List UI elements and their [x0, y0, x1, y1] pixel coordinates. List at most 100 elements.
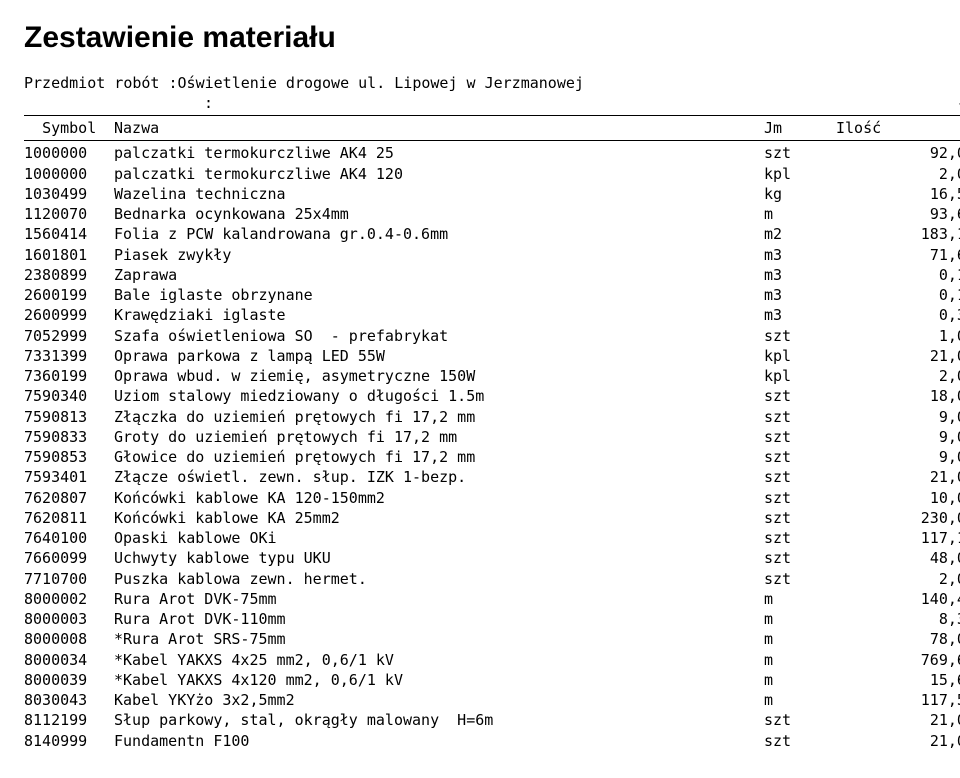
cell-name: Fundamentn F100: [114, 731, 764, 751]
cell-jm: szt: [764, 710, 854, 730]
cell-symbol: 7620811: [24, 508, 114, 528]
cell-jm: szt: [764, 427, 854, 447]
cell-qty: 9,000: [854, 407, 960, 427]
page-title: Zestawienie materiału: [24, 18, 960, 59]
cell-jm: szt: [764, 508, 854, 528]
cell-qty: 48,000: [854, 548, 960, 568]
cell-name: Puszka kablowa zewn. hermet.: [114, 569, 764, 589]
cell-jm: m2: [764, 224, 854, 244]
cell-qty: 71,680: [854, 245, 960, 265]
table-row: 1000000palczatki termokurczliwe AK4 120k…: [24, 164, 960, 184]
cell-symbol: 7620807: [24, 488, 114, 508]
table-row: 8000034*Kabel YAKXS 4x25 mm2, 0,6/1 kVm7…: [24, 650, 960, 670]
table-row: 1601801Piasek zwykłym371,680: [24, 245, 960, 265]
table-row: 7590340Uziom stalowy miedziowany o długo…: [24, 386, 960, 406]
table-row: 7660099Uchwyty kablowe typu UKUszt48,000: [24, 548, 960, 568]
cell-symbol: 7710700: [24, 569, 114, 589]
cell-jm: szt: [764, 143, 854, 163]
cell-name: Rura Arot DVK-110mm: [114, 609, 764, 629]
cell-symbol: 1120070: [24, 204, 114, 224]
cell-qty: 183,120: [854, 224, 960, 244]
cell-symbol: 7590813: [24, 407, 114, 427]
cell-name: Głowice do uziemień prętowych fi 17,2 mm: [114, 447, 764, 467]
cell-jm: m: [764, 650, 854, 670]
cell-symbol: 7590853: [24, 447, 114, 467]
header-qty: Ilość: [836, 118, 960, 138]
cell-symbol: 1560414: [24, 224, 114, 244]
cell-symbol: 7593401: [24, 467, 114, 487]
cell-name: *Kabel YAKXS 4x120 mm2, 0,6/1 kV: [114, 670, 764, 690]
cell-symbol: 8030043: [24, 690, 114, 710]
cell-symbol: 1601801: [24, 245, 114, 265]
table-row: 7710700Puszka kablowa zewn. hermet.szt2,…: [24, 569, 960, 589]
cell-symbol: 7590340: [24, 386, 114, 406]
cell-qty: 21,000: [854, 710, 960, 730]
cell-qty: 117,500: [854, 690, 960, 710]
cell-jm: szt: [764, 407, 854, 427]
cell-jm: szt: [764, 528, 854, 548]
table-row: 7052999Szafa oświetleniowa SO - prefabry…: [24, 326, 960, 346]
cell-jm: kpl: [764, 366, 854, 386]
cell-jm: szt: [764, 731, 854, 751]
cell-name: Piasek zwykły: [114, 245, 764, 265]
divider-mid: [24, 140, 960, 141]
cell-name: Złączka do uziemień prętowych fi 17,2 mm: [114, 407, 764, 427]
table-row: 8030043Kabel YKYżo 3x2,5mm2m117,500: [24, 690, 960, 710]
table-row: 8140999Fundamentn F100szt21,000: [24, 731, 960, 751]
table-row: 2380899Zaprawam30,180: [24, 265, 960, 285]
cell-qty: 21,000: [854, 731, 960, 751]
cell-qty: 9,000: [854, 427, 960, 447]
header-name: Nazwa: [114, 118, 764, 138]
cell-qty: 2,000: [854, 366, 960, 386]
cell-name: palczatki termokurczliwe AK4 120: [114, 164, 764, 184]
cell-name: Oprawa parkowa z lampą LED 55W: [114, 346, 764, 366]
cell-name: palczatki termokurczliwe AK4 25: [114, 143, 764, 163]
table-header: Symbol Nazwa Jm Ilość: [24, 118, 960, 138]
cell-qty: 21,000: [854, 467, 960, 487]
cell-symbol: 7052999: [24, 326, 114, 346]
cell-jm: m3: [764, 285, 854, 305]
cell-symbol: 1000000: [24, 164, 114, 184]
cell-qty: 10,000: [854, 488, 960, 508]
cell-qty: 117,120: [854, 528, 960, 548]
table-row: 1120070Bednarka ocynkowana 25x4mmm93,600: [24, 204, 960, 224]
cell-qty: 230,000: [854, 508, 960, 528]
cell-name: Uziom stalowy miedziowany o długości 1.5…: [114, 386, 764, 406]
cell-name: Groty do uziemień prętowych fi 17,2 mm: [114, 427, 764, 447]
cell-jm: m: [764, 204, 854, 224]
cell-jm: szt: [764, 447, 854, 467]
cell-jm: m3: [764, 265, 854, 285]
cell-jm: m: [764, 629, 854, 649]
table-row: 7360199Oprawa wbud. w ziemię, asymetrycz…: [24, 366, 960, 386]
table-row: 8000008*Rura Arot SRS-75mmm78,000: [24, 629, 960, 649]
cell-name: Bale iglaste obrzynane: [114, 285, 764, 305]
table-row: 7590833Groty do uziemień prętowych fi 17…: [24, 427, 960, 447]
table-row: 8112199Słup parkowy, stal, okrągły malow…: [24, 710, 960, 730]
cell-symbol: 8000008: [24, 629, 114, 649]
cell-qty: 18,000: [854, 386, 960, 406]
cell-jm: szt: [764, 386, 854, 406]
table-row: 7640100Opaski kablowe OKiszt117,120: [24, 528, 960, 548]
cell-symbol: 8000003: [24, 609, 114, 629]
cell-name: Folia z PCW kalandrowana gr.0.4-0.6mm: [114, 224, 764, 244]
cell-name: Szafa oświetleniowa SO - prefabrykat: [114, 326, 764, 346]
cell-jm: m: [764, 690, 854, 710]
cell-symbol: 7660099: [24, 548, 114, 568]
cell-symbol: 8000034: [24, 650, 114, 670]
cell-qty: 93,600: [854, 204, 960, 224]
table-row: 8000039*Kabel YAKXS 4x120 mm2, 0,6/1 kVm…: [24, 670, 960, 690]
cell-symbol: 8112199: [24, 710, 114, 730]
cell-symbol: 7590833: [24, 427, 114, 447]
header-jm: Jm: [764, 118, 836, 138]
table-row: 7331399Oprawa parkowa z lampą LED 55Wkpl…: [24, 346, 960, 366]
cell-symbol: 8140999: [24, 731, 114, 751]
cell-symbol: 7331399: [24, 346, 114, 366]
colon: :: [204, 93, 213, 113]
cell-name: Opaski kablowe OKi: [114, 528, 764, 548]
cell-jm: kg: [764, 184, 854, 204]
table-row: 1000000palczatki termokurczliwe AK4 25sz…: [24, 143, 960, 163]
cell-qty: 92,000: [854, 143, 960, 163]
cell-jm: szt: [764, 488, 854, 508]
table-row: 8000002Rura Arot DVK-75mmm140,400: [24, 589, 960, 609]
cell-qty: 16,522: [854, 184, 960, 204]
